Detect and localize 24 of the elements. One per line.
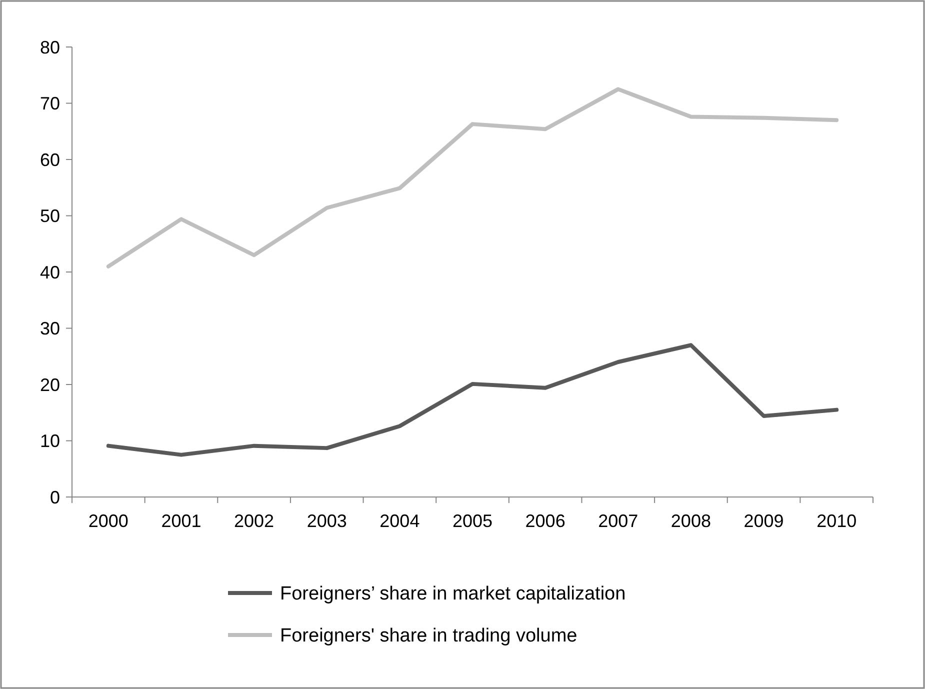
x-tick-label: 2009 — [744, 511, 784, 531]
line-series — [106, 343, 839, 457]
x-tick-label: 2003 — [306, 511, 347, 531]
x-tick-label: 2002 — [234, 511, 274, 531]
x-tick-label: 2007 — [598, 511, 638, 531]
x-tick-label: 2008 — [670, 511, 711, 531]
y-tick-label: 10 — [40, 431, 60, 452]
legend-label: Foreigners' share in trading volume — [280, 626, 578, 647]
y-tick-label: 70 — [40, 94, 60, 114]
x-tick-label: 2001 — [161, 511, 202, 531]
x-tick-label: 2006 — [525, 511, 566, 531]
y-tick-label: 0 — [50, 487, 60, 508]
y-tick-label: 20 — [40, 374, 60, 395]
x-tick-label: 2010 — [816, 511, 857, 531]
x-tick-label: 2004 — [380, 511, 420, 531]
x-tick-label: 2005 — [452, 511, 493, 531]
x-tick-label: 2000 — [88, 511, 128, 531]
y-tick-label: 80 — [40, 37, 60, 58]
y-tick-label: 60 — [40, 150, 60, 170]
y-tick-label: 50 — [40, 206, 60, 226]
y-tick-label: 30 — [40, 318, 60, 339]
line-series — [106, 87, 839, 268]
y-tick-label: 40 — [40, 262, 60, 282]
legend-label: Foreigners’ share in market capitalization — [280, 584, 626, 605]
